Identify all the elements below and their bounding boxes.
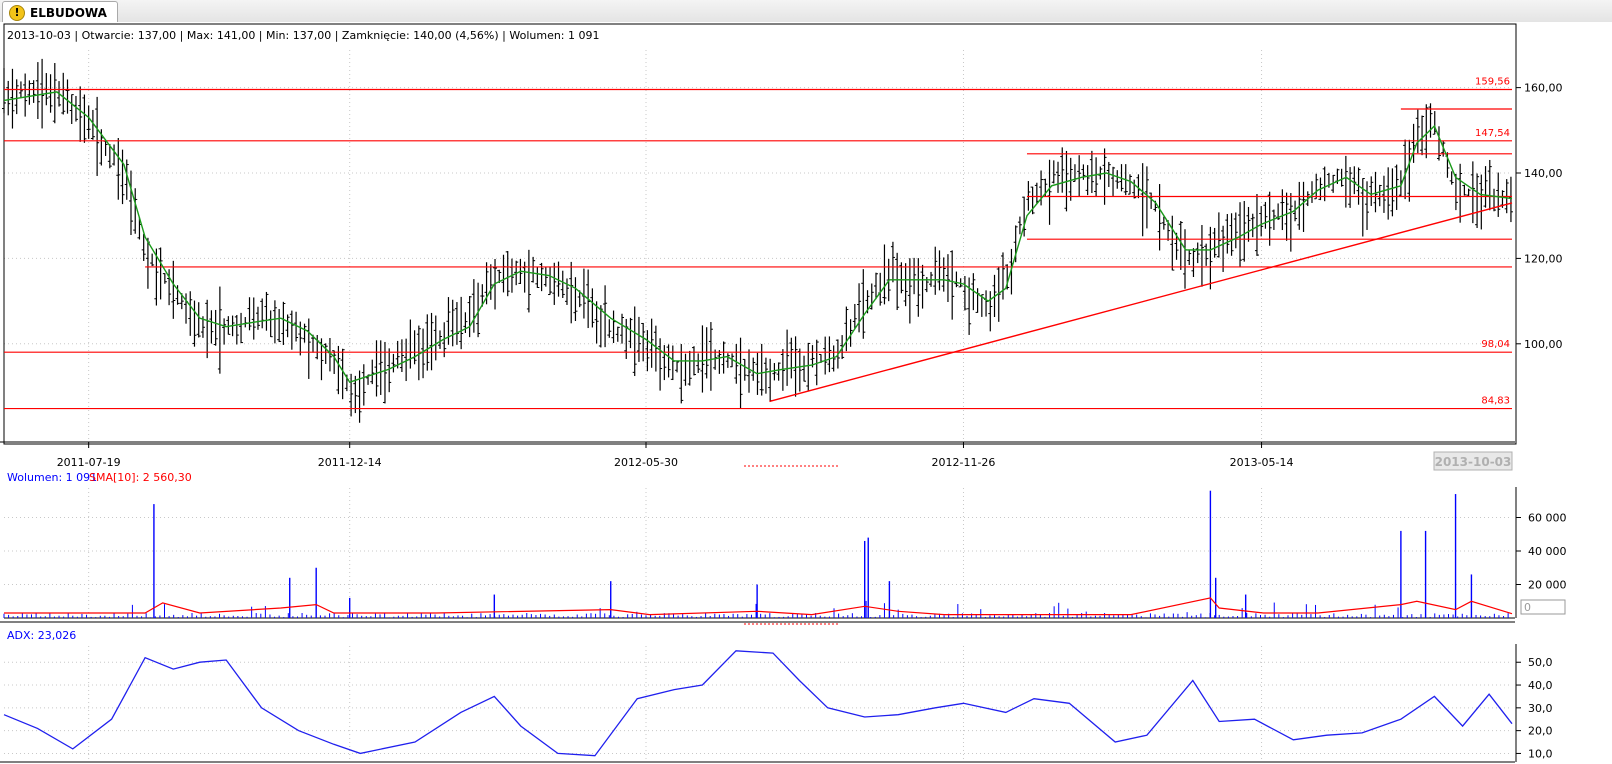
level-label: 159,56 <box>1475 76 1510 87</box>
moving-average <box>3 91 1513 384</box>
level-label: 98,04 <box>1481 339 1510 350</box>
ma-line <box>3 91 1513 384</box>
trendline[interactable] <box>769 202 1513 403</box>
adx-path <box>3 650 1513 757</box>
adx-line <box>3 650 1513 757</box>
trendline-segment <box>769 202 1513 403</box>
warning-icon: ! <box>9 4 25 21</box>
adx-panel: ADX: 23,026 50,0 40,0 30,0 20,0 10,0 <box>0 629 1553 763</box>
current-date-label: 2013-10-03 <box>1435 455 1512 469</box>
volume-bars <box>3 490 1509 618</box>
tab-elbudowa[interactable]: ! ELBUDOWA <box>2 1 118 23</box>
volume-panel: Wolumen: 1 091 SMA[10]: 2 560,30 60 000 4… <box>0 471 1567 625</box>
price-y-axis: 160,00 140,00 120,00 100,00 <box>1516 82 1563 351</box>
y-tick-label: 50,0 <box>1528 656 1553 669</box>
y-tick-label: 20,0 <box>1528 725 1553 738</box>
y-tick-label: 120,00 <box>1524 252 1563 265</box>
y-tick-label: 60 000 <box>1528 512 1567 525</box>
date-x-axis: 2011-07-19 2011-12-14 2012-05-30 2012-11-26… <box>57 442 1513 471</box>
y-tick-label: 160,00 <box>1524 82 1563 95</box>
tab-label: ELBUDOWA <box>30 5 107 20</box>
y-tick-label: 30,0 <box>1528 702 1553 715</box>
price-bars <box>2 58 1513 423</box>
volume-sma-path <box>4 597 1513 616</box>
value-input-text: 0 <box>1524 601 1531 614</box>
y-tick-label: 40 000 <box>1528 545 1567 558</box>
volume-grid <box>4 488 1512 616</box>
volume-label: Wolumen: 1 091 <box>7 471 97 484</box>
level-label: 84,83 <box>1481 396 1510 407</box>
ohlc-info-line: 2013-10-03 | Otwarcie: 137,00 | Max: 141… <box>7 29 600 42</box>
volume-sma-line <box>4 597 1513 616</box>
y-tick-label: 20 000 <box>1528 579 1567 592</box>
level-label: 147,54 <box>1475 128 1510 139</box>
x-tick-label: 2013-05-14 <box>1230 456 1294 469</box>
value-input[interactable] <box>1520 599 1566 615</box>
x-tick-label: 2012-05-30 <box>614 456 678 469</box>
y-tick-label: 100,00 <box>1524 338 1563 351</box>
chart-area[interactable]: 2013-10-03 | Otwarcie: 137,00 | Max: 141… <box>0 22 1612 764</box>
y-tick-label: 10,0 <box>1528 747 1553 760</box>
x-tick-label: 2011-07-19 <box>57 456 121 469</box>
x-tick-label: 2012-11-26 <box>932 456 996 469</box>
volume-sma-label: SMA[10]: 2 560,30 <box>89 471 192 484</box>
volume-y-axis: 60 000 40 000 20 000 <box>1516 512 1567 592</box>
y-tick-label: 140,00 <box>1524 167 1563 180</box>
tab-bar: ! ELBUDOWA <box>0 0 1612 23</box>
adx-y-axis: 50,0 40,0 30,0 20,0 10,0 <box>1516 656 1553 760</box>
resistance-levels[interactable]: 159,56 147,54 98,04 84,83 <box>4 76 1512 410</box>
x-tick-label: 2011-12-14 <box>318 456 382 469</box>
adx-label: ADX: 23,026 <box>7 629 76 642</box>
y-tick-label: 40,0 <box>1528 679 1553 692</box>
current-date-box <box>1433 451 1513 471</box>
price-grid <box>4 50 1512 440</box>
